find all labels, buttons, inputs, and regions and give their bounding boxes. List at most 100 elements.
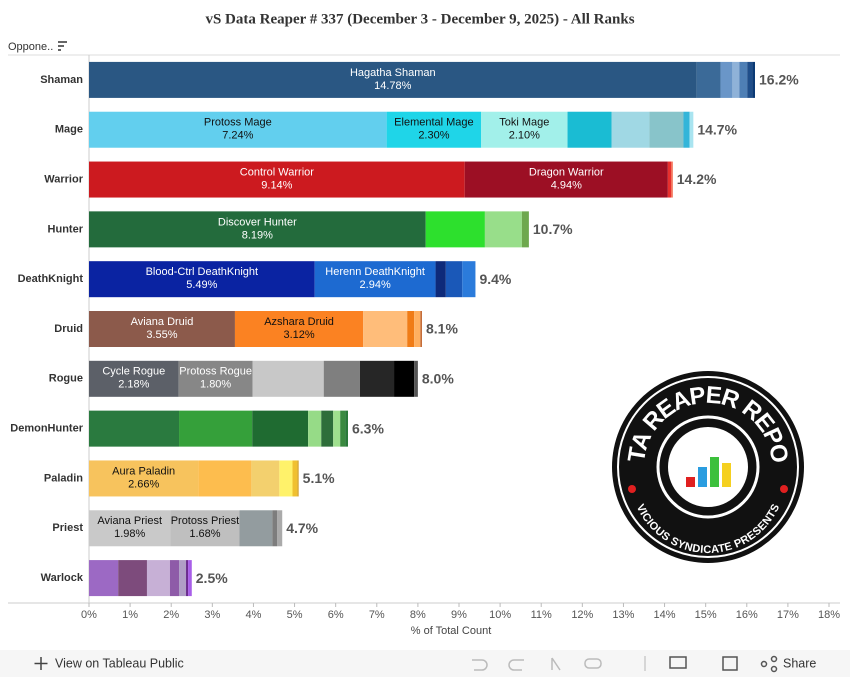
segment-value-label: 1.80% xyxy=(200,379,231,391)
logo-bar xyxy=(710,457,719,487)
bar-segment xyxy=(89,410,180,447)
view-link[interactable]: View on Tableau Public xyxy=(55,656,184,670)
category-label: Hunter xyxy=(48,223,84,235)
segment-name: Elemental Mage xyxy=(394,117,474,129)
bar-segment xyxy=(146,560,170,597)
bar-segment xyxy=(420,311,422,347)
x-tick-label: 6% xyxy=(328,609,344,621)
bar-segment xyxy=(649,111,684,148)
x-tick-label: 2% xyxy=(163,609,179,621)
bar-segment xyxy=(89,510,171,547)
bar-segment xyxy=(89,211,426,248)
total-label: 14.2% xyxy=(677,171,717,187)
bar-segment xyxy=(689,111,694,148)
segment-value-label: 8.19% xyxy=(242,229,273,241)
bar-segment xyxy=(667,161,672,198)
segment-value-label: 9.14% xyxy=(261,179,292,191)
segment-value-label: 2.10% xyxy=(509,130,540,142)
bar-segment xyxy=(340,410,346,447)
x-tick-label: 5% xyxy=(287,609,303,621)
bar-segment xyxy=(414,360,418,397)
bar-segment xyxy=(178,360,253,397)
x-tick-label: 11% xyxy=(531,609,552,621)
segment-name: Protoss Mage xyxy=(204,117,272,129)
segment-name: Aura Paladin xyxy=(112,465,175,477)
segment-name: Discover Hunter xyxy=(218,216,297,228)
bar-segment xyxy=(308,410,322,447)
bar-segment xyxy=(272,510,278,547)
total-label: 4.7% xyxy=(286,520,318,536)
bar-segment xyxy=(752,61,755,98)
total-label: 8.0% xyxy=(422,371,454,387)
x-tick-label: 0% xyxy=(81,609,97,621)
category-label: Warrior xyxy=(44,173,83,185)
category-label: Warlock xyxy=(41,572,84,584)
segment-value-label: 2.30% xyxy=(418,130,449,142)
category-label: DemonHunter xyxy=(10,423,83,435)
category-label: Priest xyxy=(52,522,83,534)
x-tick-label: 7% xyxy=(369,609,385,621)
bar-segment xyxy=(481,111,568,148)
segment-name: Herenn DeathKnight xyxy=(325,266,425,278)
x-tick-label: 14% xyxy=(654,609,676,621)
segment-name: Dragon Warrior xyxy=(529,166,604,178)
bar-segment xyxy=(394,360,415,397)
segment-name: Protoss Priest xyxy=(171,515,239,527)
chart-title: vS Data Reaper # 337 (December 3 - Decem… xyxy=(205,11,634,27)
bar-segment xyxy=(425,211,485,248)
x-tick-label: 3% xyxy=(204,609,220,621)
bar-segment xyxy=(89,311,235,347)
segment-name: Toki Mage xyxy=(499,117,549,129)
x-tick-label: 16% xyxy=(736,609,758,621)
segment-name: Control Warrior xyxy=(240,166,314,178)
bar-segment xyxy=(732,61,740,98)
bar-segment xyxy=(696,61,721,98)
bar-segment xyxy=(521,211,529,248)
bar-segment xyxy=(747,61,753,98)
category-label: Shaman xyxy=(40,74,83,86)
bar-segment xyxy=(462,261,476,298)
bar-segment xyxy=(252,360,324,397)
bar-segment xyxy=(251,460,280,497)
total-label: 16.2% xyxy=(759,72,799,88)
x-tick-label: 4% xyxy=(245,609,261,621)
bar-segment xyxy=(484,211,522,248)
logo-bar xyxy=(722,463,731,487)
bar-segment xyxy=(169,560,180,597)
segment-value-label: 2.66% xyxy=(128,478,159,490)
bar-segment xyxy=(239,510,273,547)
bar-segment xyxy=(445,261,463,298)
x-tick-label: 13% xyxy=(612,609,634,621)
x-tick-label: 1% xyxy=(122,609,138,621)
sort-icon[interactable] xyxy=(58,41,67,51)
segment-name: Aviana Priest xyxy=(97,515,162,527)
bar-segment xyxy=(198,460,252,497)
bar-segment xyxy=(89,161,465,198)
bar-segment xyxy=(345,410,348,447)
bar-segment xyxy=(179,410,253,447)
x-tick-label: 17% xyxy=(777,609,799,621)
bar-segment xyxy=(186,560,189,597)
x-tick-label: 10% xyxy=(489,609,511,621)
toolbar-icons xyxy=(472,655,778,673)
bar-segment xyxy=(464,161,668,198)
bar-segment xyxy=(359,360,395,397)
segment-value-label: 2.94% xyxy=(360,279,391,291)
segment-value-label: 7.24% xyxy=(222,130,253,142)
total-label: 8.1% xyxy=(426,321,458,337)
segment-name: Hagatha Shaman xyxy=(350,67,436,79)
bar-segment xyxy=(252,410,309,447)
filter-label[interactable]: Oppone.. xyxy=(8,41,53,53)
x-axis-title: % of Total Count xyxy=(411,625,492,637)
segment-value-label: 5.49% xyxy=(186,279,217,291)
bar-segment xyxy=(414,311,421,347)
share-button[interactable]: Share xyxy=(783,656,816,670)
bar-segment xyxy=(89,61,697,98)
bar-segment xyxy=(671,161,673,198)
segment-value-label: 1.98% xyxy=(114,528,145,540)
segment-name: Protoss Rogue xyxy=(179,366,252,378)
bar-segment xyxy=(567,111,612,148)
bar-segment xyxy=(89,460,199,497)
bar-segment xyxy=(118,560,147,597)
